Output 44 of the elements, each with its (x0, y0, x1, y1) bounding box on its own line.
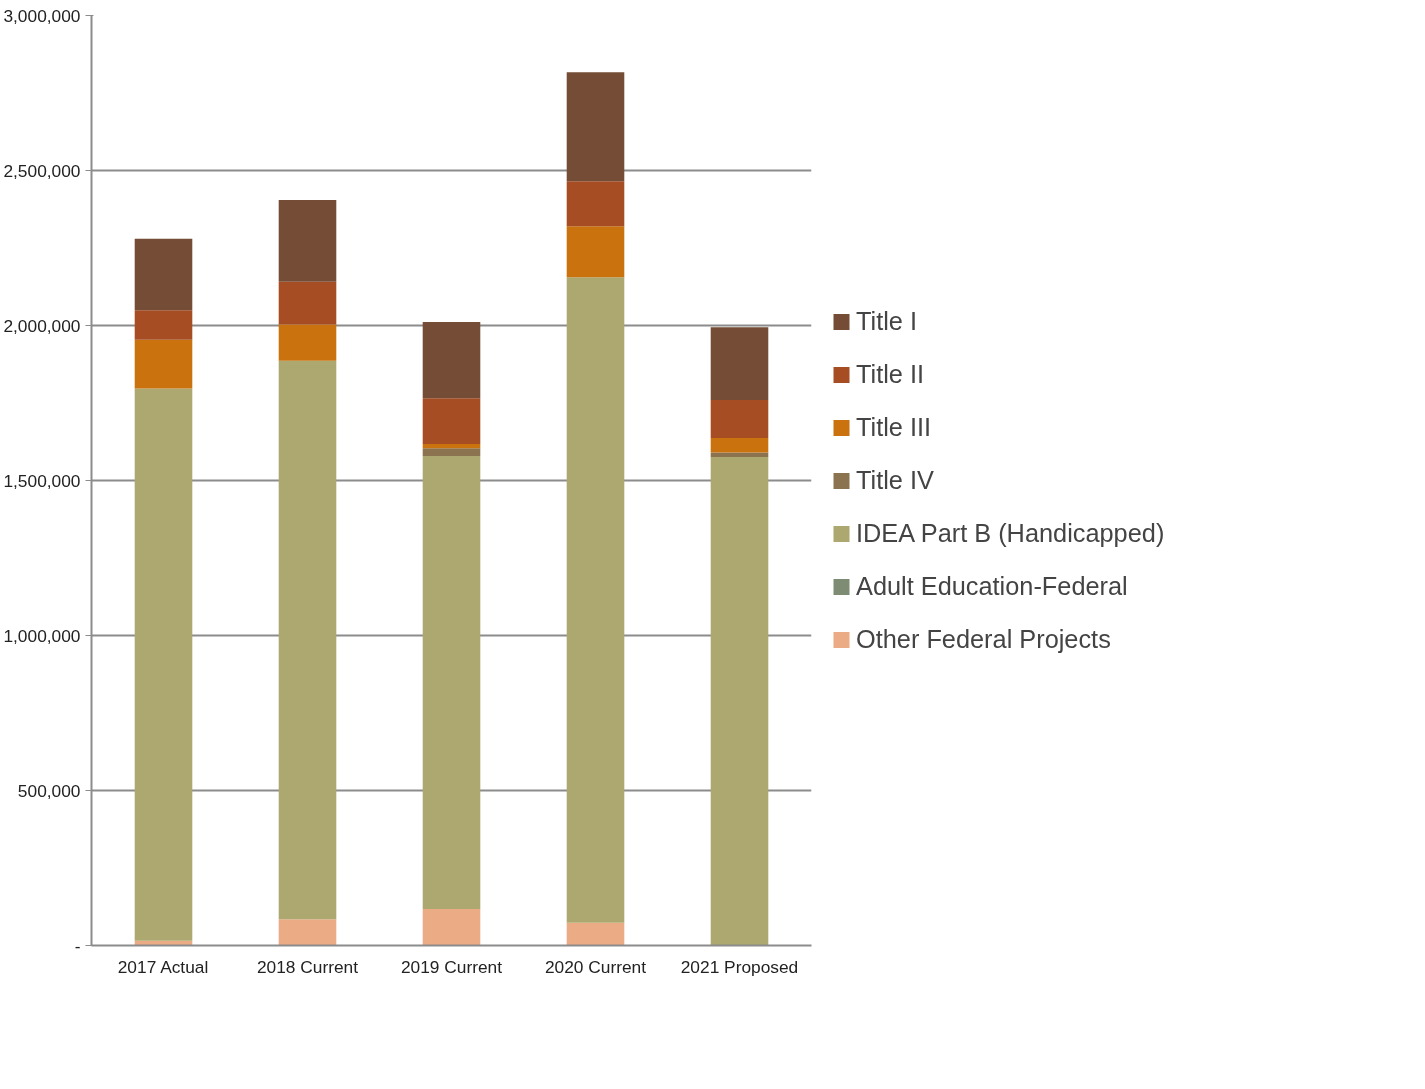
bar (710, 399, 769, 439)
bar (710, 456, 769, 946)
bar (710, 327, 769, 400)
bar (710, 452, 769, 457)
bar (566, 181, 625, 227)
legend-label: Other Federal Projects (856, 624, 1111, 654)
bar (134, 388, 193, 941)
x-tick-label: 2017 Actual (117, 956, 209, 977)
bar (278, 360, 337, 920)
legend-label: IDEA Part B (Handicapped) (856, 518, 1165, 548)
y-tick-label: 1,000,000 (3, 625, 81, 646)
y-tick-label: 1,500,000 (3, 470, 81, 491)
y-tick-label: 500,000 (17, 780, 81, 801)
legend-label: Adult Education-Federal (856, 571, 1128, 601)
bar (422, 448, 481, 457)
bar (422, 456, 481, 909)
x-tick-label: 2018 Current (256, 956, 359, 977)
bar (422, 398, 481, 444)
legend-label: Title IV (856, 465, 934, 495)
x-tick-label: 2021 Proposed (680, 956, 799, 977)
bar (710, 438, 769, 453)
bar (566, 922, 625, 946)
x-tick-label: 2020 Current (544, 956, 647, 977)
bar (422, 908, 481, 946)
bar (278, 324, 337, 361)
legend-label: Title I (856, 306, 917, 336)
bar (134, 339, 193, 389)
y-tick-label: 2,000,000 (3, 315, 81, 336)
bar (566, 226, 625, 278)
bar (566, 277, 625, 923)
bar (422, 322, 481, 399)
y-tick-label: 3,000,000 (3, 5, 81, 26)
legend-label: Title II (856, 359, 925, 389)
x-tick-label: 2019 Current (400, 956, 503, 977)
bar (278, 919, 337, 946)
y-tick-label: 2,500,000 (3, 160, 81, 181)
bar (134, 310, 193, 340)
bar (278, 199, 337, 282)
bar (422, 443, 481, 449)
bar (566, 72, 625, 182)
bar (278, 281, 337, 325)
legend-label: Title III (856, 412, 932, 442)
bar (134, 238, 193, 311)
y-tick-label: - (74, 935, 81, 956)
